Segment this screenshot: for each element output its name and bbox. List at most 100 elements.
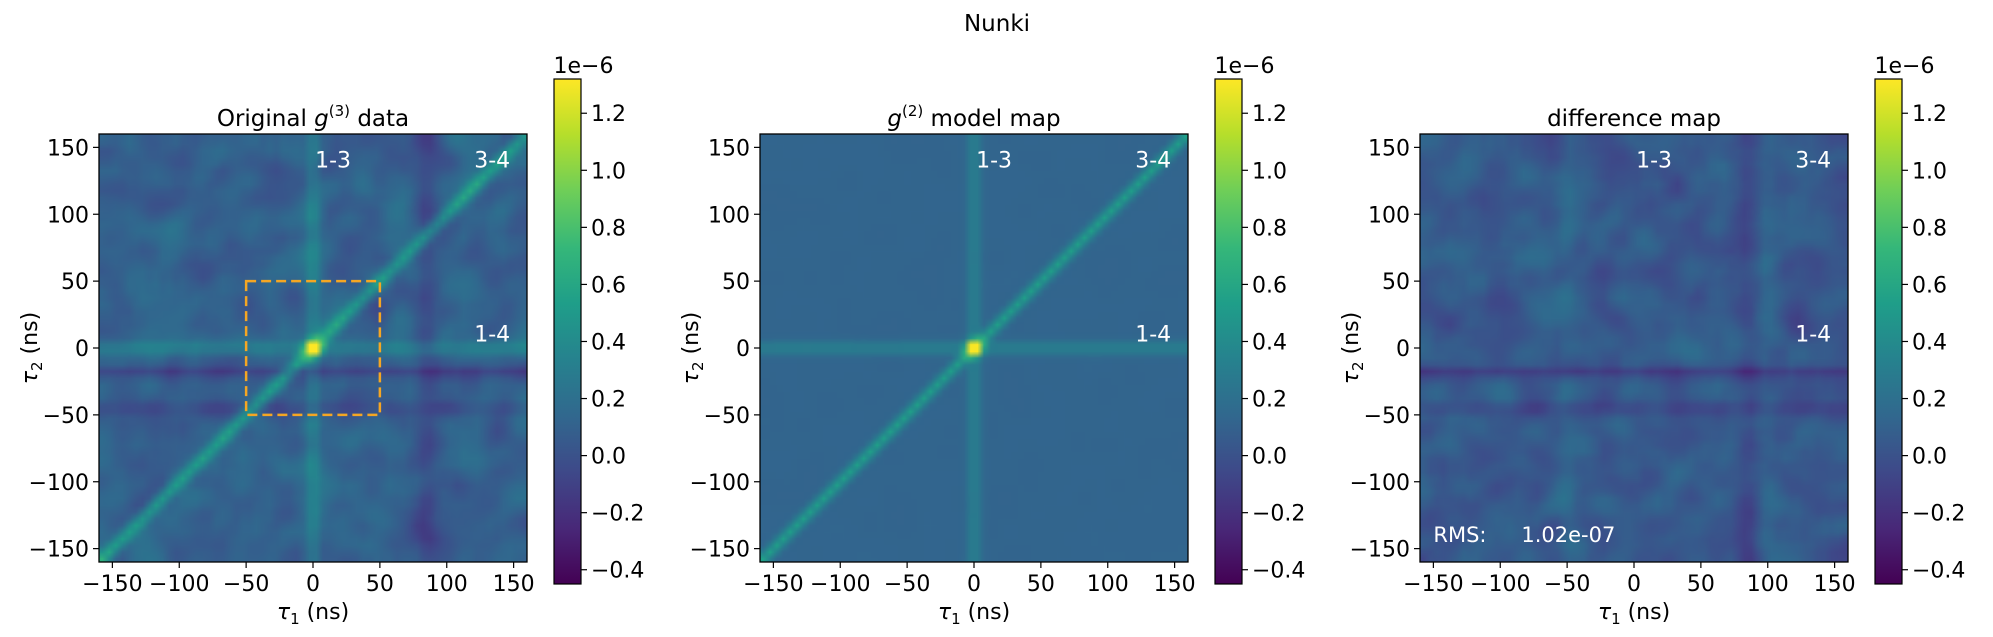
heatmap-panel-3: difference map −150 −100 −50 0 50 100 150 −150 −1… — [1339, 54, 1965, 628]
colorbar-tick-label: 1.2 — [591, 102, 626, 127]
colorbar — [1874, 78, 1903, 585]
x-axis-label: τ1 (ns) — [277, 600, 349, 628]
y-tick-label: 100 — [1368, 203, 1410, 228]
y-tick-label: −100 — [690, 471, 750, 496]
pair-label: 3-4 — [1795, 148, 1831, 173]
colorbar-tick-label: −0.2 — [591, 502, 644, 527]
colorbar-tick-label: 0.2 — [1912, 388, 1947, 413]
x-tick-label: −100 — [149, 572, 209, 597]
pair-label: 1-4 — [1135, 322, 1171, 347]
heatmap-image — [760, 134, 1188, 562]
colorbar-tick-label: 0.6 — [1912, 273, 1947, 298]
y-tick-label: −150 — [29, 538, 89, 563]
y-tick-label: 0 — [1396, 337, 1410, 362]
colorbar-tick-label: 0.0 — [591, 445, 626, 470]
x-axis-label: τ1 (ns) — [1598, 600, 1670, 628]
panel-title: Original g(3) data — [217, 102, 409, 132]
pair-label: 1-4 — [1795, 322, 1831, 347]
x-tick-label: 50 — [366, 572, 394, 597]
colorbar-tick-label: 0.2 — [1252, 388, 1287, 413]
zoom-box — [244, 279, 382, 417]
y-tick-label: 100 — [47, 203, 89, 228]
colorbar-tick-label: 0.4 — [1252, 330, 1287, 355]
x-tick-label: 0 — [967, 572, 981, 597]
colorbar-offset-label: 1e−6 — [554, 54, 614, 79]
y-tick-label: −50 — [704, 404, 750, 429]
colorbar-tick-label: −0.4 — [1252, 559, 1305, 584]
colorbar-tick-label: 1.0 — [591, 159, 626, 184]
colorbar-tick-label: −0.2 — [1912, 502, 1965, 527]
heatmap-panel-1: Original g(3) data −150 −100 −50 0 50 100 150 −1… — [18, 54, 644, 628]
colorbar-tick-label: 0.8 — [1912, 216, 1947, 241]
colorbar-tick-label: 0.8 — [591, 216, 626, 241]
x-tick-label: 100 — [1087, 572, 1129, 597]
colorbar-offset-label: 1e−6 — [1215, 54, 1275, 79]
x-axis-label: τ1 (ns) — [938, 600, 1010, 628]
x-tick-label: −50 — [884, 572, 930, 597]
rms-label: RMS: — [1433, 523, 1486, 547]
x-tick-label: −50 — [1544, 572, 1590, 597]
colorbar-tick-label: 1.0 — [1252, 159, 1287, 184]
colorbar-tick-label: −0.4 — [1912, 559, 1965, 584]
colorbar — [553, 78, 582, 585]
colorbar-tick-label: 0.4 — [1912, 330, 1947, 355]
x-tick-label: 100 — [426, 572, 468, 597]
pair-label: 1-3 — [1636, 148, 1672, 173]
colorbar-tick-label: 0.2 — [591, 388, 626, 413]
y-axis-label: τ2 (ns) — [1339, 312, 1367, 384]
x-tick-label: 150 — [1814, 572, 1856, 597]
x-tick-label: −150 — [1403, 572, 1463, 597]
x-tick-label: −150 — [743, 572, 803, 597]
y-tick-label: 150 — [708, 136, 750, 161]
colorbar-tick-label: 1.2 — [1912, 102, 1947, 127]
y-tick-label: 0 — [75, 337, 89, 362]
y-tick-label: 50 — [61, 270, 89, 295]
y-tick-label: 150 — [1368, 136, 1410, 161]
y-tick-label: 0 — [736, 337, 750, 362]
y-tick-label: 150 — [47, 136, 89, 161]
y-tick-label: −150 — [690, 538, 750, 563]
y-tick-label: −50 — [1364, 404, 1410, 429]
y-tick-label: 100 — [708, 203, 750, 228]
colorbar-tick-label: 1.0 — [1912, 159, 1947, 184]
colorbar-tick-label: 0.0 — [1912, 445, 1947, 470]
y-tick-label: 50 — [1382, 270, 1410, 295]
rms-value: 1.02e-07 — [1521, 523, 1615, 547]
colorbar-tick-label: 0.0 — [1252, 445, 1287, 470]
colorbar — [1214, 78, 1243, 585]
x-tick-label: 150 — [493, 572, 535, 597]
colorbar-tick-label: 0.6 — [1252, 273, 1287, 298]
pair-label: 1-3 — [315, 148, 351, 173]
y-tick-label: −150 — [1350, 538, 1410, 563]
heatmap-image — [1420, 134, 1848, 562]
colorbar-offset-label: 1e−6 — [1875, 54, 1935, 79]
colorbar-tick-label: −0.4 — [591, 559, 644, 584]
x-tick-label: 50 — [1027, 572, 1055, 597]
x-tick-label: −100 — [810, 572, 870, 597]
x-tick-label: 0 — [306, 572, 320, 597]
figure-title: Nunki — [964, 11, 1030, 37]
y-tick-label: −100 — [29, 471, 89, 496]
heatmap-image — [99, 134, 527, 562]
pair-label: 1-4 — [474, 322, 510, 347]
pair-label: 3-4 — [1135, 148, 1171, 173]
colorbar-tick-label: 0.8 — [1252, 216, 1287, 241]
y-tick-label: −50 — [43, 404, 89, 429]
x-tick-label: −50 — [223, 572, 269, 597]
x-tick-label: 0 — [1627, 572, 1641, 597]
pair-label: 3-4 — [474, 148, 510, 173]
y-axis-label: τ2 (ns) — [679, 312, 707, 384]
colorbar-tick-label: 1.2 — [1252, 102, 1287, 127]
x-tick-label: 100 — [1747, 572, 1789, 597]
x-tick-label: −100 — [1470, 572, 1530, 597]
y-tick-label: −100 — [1350, 471, 1410, 496]
panel-title: g(2) model map — [887, 102, 1060, 132]
panel-title: difference map — [1547, 106, 1721, 132]
pair-label: 1-3 — [976, 148, 1012, 173]
colorbar-tick-label: −0.2 — [1252, 502, 1305, 527]
x-tick-label: 150 — [1154, 572, 1196, 597]
colorbar-tick-label: 0.4 — [591, 330, 626, 355]
x-tick-label: −150 — [82, 572, 142, 597]
heatmap-panel-2: g(2) model map −150 −100 −50 0 50 100 150 −150 −1… — [679, 54, 1305, 628]
